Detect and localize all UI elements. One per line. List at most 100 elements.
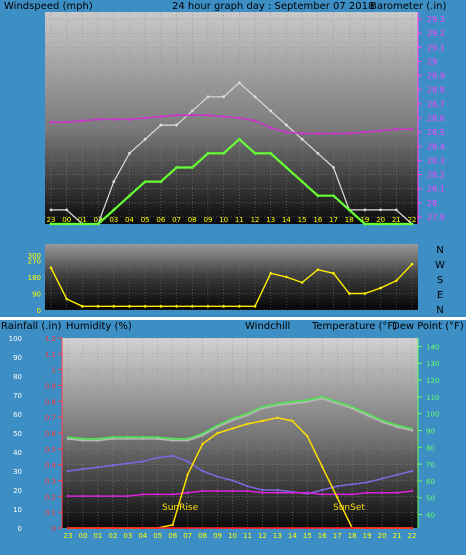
barometer-point bbox=[363, 130, 367, 134]
temperature-svg: Rainfall (.in) Humidity (%) Windchill Te… bbox=[1, 321, 464, 540]
dewpoint-point bbox=[365, 491, 369, 494]
solar-point bbox=[216, 431, 219, 435]
wind-direction-point bbox=[410, 262, 414, 266]
humidity-point bbox=[186, 460, 189, 463]
windchill-point bbox=[380, 420, 384, 424]
temperature-point bbox=[410, 427, 414, 430]
solar-point bbox=[261, 419, 264, 423]
barometer-tick-28-2: 28.2 bbox=[427, 171, 445, 180]
temperature-point bbox=[156, 436, 159, 439]
barometer-tick-28-6: 28.6 bbox=[427, 114, 445, 123]
windspeed-gust-point bbox=[112, 180, 116, 184]
wind-hour-tick-00: 00 bbox=[62, 216, 71, 224]
rainfall-point bbox=[96, 526, 100, 530]
barometer-tick-29: 29 bbox=[427, 57, 437, 66]
wind-hour-tick-11: 11 bbox=[235, 216, 244, 224]
panel-divider bbox=[0, 317, 466, 320]
temperature-hour-tick-17: 17 bbox=[333, 532, 342, 540]
windspeed-point bbox=[159, 180, 163, 184]
wind-hour-tick-21: 21 bbox=[392, 216, 401, 224]
windchill-line bbox=[67, 397, 413, 442]
temperature-hour-tick-10: 10 bbox=[228, 532, 237, 540]
direction-series bbox=[49, 262, 414, 308]
humidity-point bbox=[350, 483, 354, 486]
temperature-point bbox=[380, 419, 384, 422]
windspeed-point bbox=[410, 222, 414, 226]
barometer-tick-28-8: 28.8 bbox=[427, 86, 445, 95]
dewpoint-point bbox=[291, 491, 294, 494]
temperature-hour-tick-22: 22 bbox=[408, 532, 417, 540]
wind-direction-line bbox=[50, 263, 413, 307]
windchill-point bbox=[126, 437, 130, 441]
windchill-point bbox=[246, 414, 249, 417]
wind-direction-point bbox=[128, 305, 131, 308]
rainfall-ticks: 1.2 1.1 1 0.9 0.8 0.7 0.6 0.5 0.4 0.3 0.2 0.1 0 bbox=[45, 335, 63, 533]
windspeed-gust-point bbox=[253, 95, 257, 99]
barometer-tick-29-3: 29.3 bbox=[427, 15, 445, 24]
temperature-series bbox=[66, 395, 414, 530]
windchill-axis-label: Windchill bbox=[245, 321, 290, 332]
windspeed-point bbox=[128, 194, 131, 198]
dewpoint-point bbox=[410, 489, 414, 493]
windspeed-point bbox=[112, 208, 116, 212]
temperature-panel: Rainfall (.in) Humidity (%) Windchill Te… bbox=[0, 320, 466, 555]
windspeed-gust-line bbox=[51, 82, 413, 225]
rainfall-point bbox=[66, 526, 70, 530]
windspeed-gust-point bbox=[237, 81, 241, 85]
temperature-hour-tick-11: 11 bbox=[243, 532, 252, 540]
wind-hour-tick-18: 18 bbox=[345, 216, 354, 224]
windspeed-gust-point bbox=[49, 208, 53, 212]
barometer-point bbox=[175, 113, 178, 117]
windspeed-point bbox=[206, 151, 210, 155]
humidity-tick-0: 0 bbox=[18, 525, 22, 533]
humidity-point bbox=[246, 485, 249, 488]
humidity-point bbox=[365, 481, 369, 484]
temperature-tick-120: 120 bbox=[426, 377, 439, 385]
wind-hour-tick-09: 09 bbox=[203, 216, 212, 224]
humidity-tick-60: 60 bbox=[13, 411, 22, 419]
temperature-point bbox=[81, 437, 85, 441]
wind-direction-point bbox=[143, 305, 147, 308]
wind-hour-tick-22: 22 bbox=[408, 216, 417, 224]
wind-direction-point bbox=[81, 305, 84, 308]
wind-hour-tick-01: 01 bbox=[78, 216, 87, 224]
barometer-point bbox=[128, 118, 131, 121]
dewpoint-point bbox=[306, 491, 309, 494]
temperature-hour-tick-21: 21 bbox=[393, 532, 402, 540]
rainfall-point bbox=[350, 526, 354, 530]
temperature-hour-tick-16: 16 bbox=[318, 532, 327, 540]
barometer-tick-27-9: 27.9 bbox=[427, 213, 445, 222]
barometer-point bbox=[222, 115, 226, 118]
barometer-point bbox=[379, 129, 383, 133]
temperature-hour-tick-02: 02 bbox=[108, 532, 117, 540]
wind-hour-tick-23: 23 bbox=[47, 216, 56, 224]
humidity-point bbox=[410, 469, 414, 473]
rainfall-point bbox=[141, 526, 144, 530]
temperature-tick-90: 90 bbox=[426, 427, 435, 435]
temperature-tick-60: 60 bbox=[426, 478, 435, 486]
windspeed-gust-point bbox=[300, 137, 304, 141]
humidity-point bbox=[276, 488, 279, 492]
solar-point bbox=[201, 442, 204, 446]
wind-hour-tick-19: 19 bbox=[360, 216, 369, 224]
wind-hour-tick-03: 03 bbox=[109, 216, 118, 224]
wind-hour-tick-04: 04 bbox=[125, 216, 134, 224]
humidity-point bbox=[141, 460, 144, 463]
temperature-point bbox=[96, 437, 100, 441]
windspeed-point bbox=[80, 222, 84, 226]
windchill-point bbox=[261, 407, 264, 410]
windspeed-point bbox=[96, 222, 100, 226]
windchill-point bbox=[216, 425, 219, 429]
rainfall-point bbox=[186, 526, 189, 530]
dewpoint-point bbox=[261, 491, 264, 494]
wind-direction-point bbox=[222, 305, 225, 308]
windspeed-gust-point bbox=[316, 151, 320, 155]
temperature-point bbox=[336, 400, 339, 404]
wind-direction-point bbox=[190, 305, 194, 308]
temperature-point bbox=[126, 436, 130, 439]
barometer-point bbox=[112, 118, 116, 121]
rainfall-tick-0-9: 0.9 bbox=[45, 383, 56, 391]
rainfall-tick-0-8: 0.8 bbox=[45, 398, 56, 406]
